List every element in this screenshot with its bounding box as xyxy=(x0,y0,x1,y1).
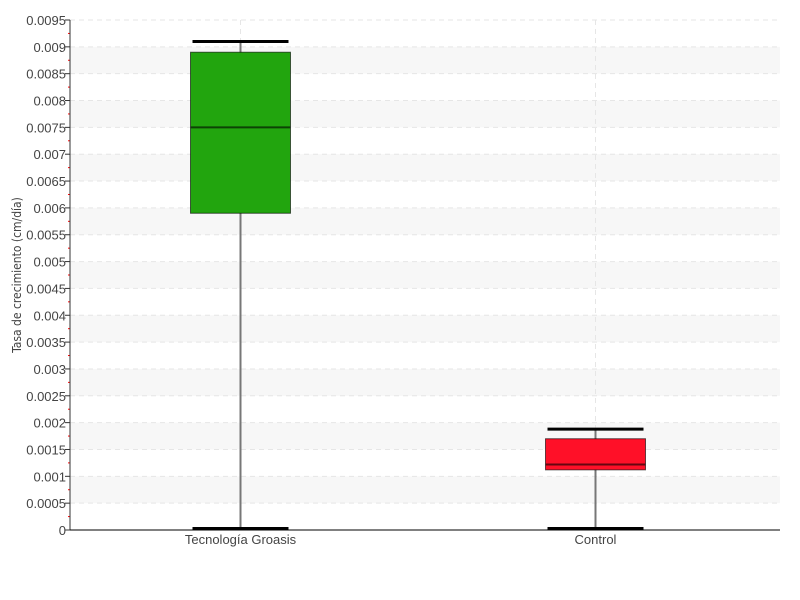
grid-band xyxy=(70,261,780,289)
y-tick-label: 0.002 xyxy=(33,416,66,431)
y-axis-label: Tasa de crecimiento (cm/día) xyxy=(10,197,24,354)
grid-band xyxy=(70,154,780,182)
y-tick-label: 0.003 xyxy=(33,362,66,377)
y-tick-label: 0.001 xyxy=(33,469,66,484)
y-tick-label: 0.006 xyxy=(33,201,66,216)
grid-band xyxy=(70,100,780,128)
y-tick-label: 0.0085 xyxy=(26,67,66,82)
y-tick-label: 0.0045 xyxy=(26,281,66,296)
box-groasis xyxy=(190,51,291,214)
y-tick-label: 0.0005 xyxy=(26,496,66,511)
x-tick-label: Tecnología Groasis xyxy=(185,532,297,547)
grid-band xyxy=(70,46,780,74)
y-tick-label: 0.0055 xyxy=(26,228,66,243)
y-tick-label: 0.0095 xyxy=(26,13,66,28)
y-tick-label: 0.008 xyxy=(33,94,66,109)
y-tick-label: 0.005 xyxy=(33,255,66,270)
grid-band xyxy=(70,315,780,343)
y-tick-label: 0.004 xyxy=(33,308,66,323)
grid-band xyxy=(70,422,780,450)
grid-band xyxy=(70,476,780,504)
grid-band xyxy=(70,368,780,396)
y-tick-label: 0.0075 xyxy=(26,120,66,135)
y-tick-label: 0.007 xyxy=(33,147,66,162)
y-tick-label: 0.0035 xyxy=(26,335,66,350)
x-tick-label: Control xyxy=(575,532,617,547)
y-tick-label: 0.0015 xyxy=(26,442,66,457)
y-tick-label: 0.009 xyxy=(33,40,66,55)
y-tick-label: 0 xyxy=(59,523,66,538)
y-tick-label: 0.0065 xyxy=(26,174,66,189)
grid-band xyxy=(70,207,780,235)
y-tick-label: 0.0025 xyxy=(26,389,66,404)
